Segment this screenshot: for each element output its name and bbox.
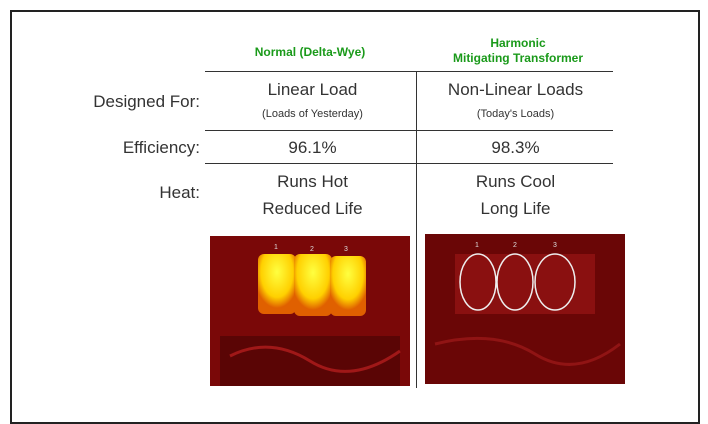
column-header: Normal (Delta-Wye) — [210, 45, 410, 59]
row-label: Heat: — [10, 183, 200, 203]
thermal-image-hot: 1 2 3 — [210, 236, 410, 386]
cell: 98.3% — [413, 138, 618, 158]
marker: 1 — [274, 244, 278, 251]
slide: Normal (Delta-Wye) Harmonic Mitigating T… — [0, 0, 708, 412]
marker: 2 — [513, 242, 517, 249]
cell-note: (Loads of Yesterday) — [210, 108, 415, 120]
cell: Runs Cool — [413, 172, 618, 192]
cell: Long Life — [413, 199, 618, 219]
row-label: Designed For: — [10, 92, 200, 112]
rule — [205, 163, 613, 164]
marker: 3 — [344, 246, 348, 253]
cell: Reduced Life — [210, 199, 415, 219]
cell: 96.1% — [210, 138, 415, 158]
marker: 1 — [475, 242, 479, 249]
marker: 2 — [310, 246, 314, 253]
row-label: Efficiency: — [10, 138, 200, 158]
rule — [205, 71, 613, 72]
marker: 3 — [553, 242, 557, 249]
column-header: Mitigating Transformer — [418, 51, 618, 65]
cell-note: (Today's Loads) — [413, 108, 618, 120]
cell: Runs Hot — [210, 172, 415, 192]
thermal-image-cool: 1 2 3 — [425, 234, 625, 384]
cell: Non-Linear Loads — [413, 80, 618, 100]
column-header: Harmonic — [418, 36, 618, 50]
cell: Linear Load — [210, 80, 415, 100]
rule — [205, 130, 613, 131]
